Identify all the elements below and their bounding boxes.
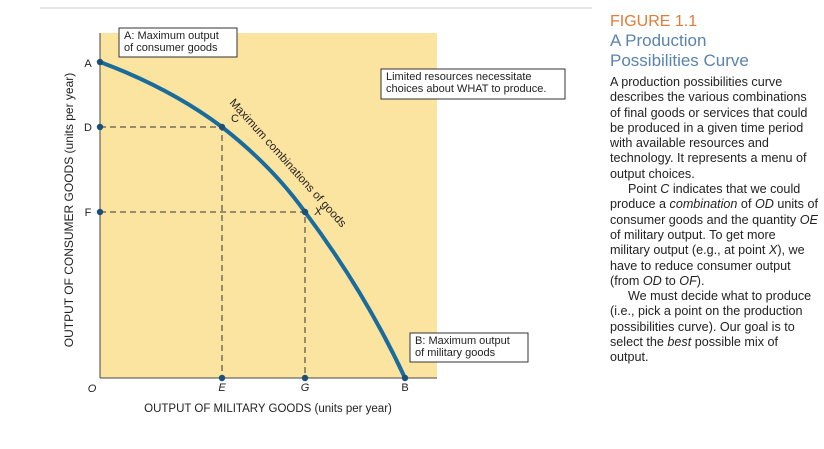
point-dot [401, 374, 409, 382]
italic-run: OD [642, 273, 662, 288]
callout-text: A: Maximum output [124, 30, 219, 42]
callout-text: B: Maximum output [415, 335, 510, 347]
italic-run: best [667, 335, 692, 350]
diagram: OUTPUT OF CONSUMER GOODS (units per year… [40, 7, 592, 415]
point-label: B [401, 382, 408, 394]
text-run: indicates that we could produce a [610, 182, 801, 212]
point-label: O [88, 383, 97, 395]
callout-box [380, 68, 566, 100]
title-line: Possibilities Curve [610, 51, 749, 70]
callout-box [118, 27, 238, 58]
figure-title: A Production Possibilities Curve [610, 31, 818, 71]
point-dot [96, 123, 104, 131]
callout-box [409, 332, 529, 363]
paragraph: Point C indicates that we could produce … [610, 182, 818, 289]
point-label: A [84, 58, 92, 70]
point-label: F [85, 207, 92, 219]
caption: FIGURE 1.1 A Production Possibilities Cu… [610, 12, 818, 366]
x-axis-label: OUTPUT OF MILITARY GOODS (units per year… [144, 403, 392, 415]
italic-run: combination [669, 197, 738, 212]
italic-run: OE [799, 212, 818, 227]
text-run: units of consumer goods and the quantity [610, 197, 818, 227]
point-dot [96, 208, 104, 216]
text-run: to [661, 273, 680, 288]
text-run: of military output. To get more military… [610, 227, 776, 258]
text-run: We must decide what to produce (i.e., pi… [610, 289, 812, 350]
point-dot [301, 374, 309, 382]
point-dot [218, 123, 226, 131]
ppc-curve [99, 60, 407, 379]
italic-run: X [768, 243, 778, 258]
callout-text: of military goods [415, 347, 496, 359]
text-run: of [737, 197, 755, 212]
point-label: X [313, 206, 322, 218]
italic-run: OD [754, 197, 774, 212]
callout-text: choices about WHAT to produce. [386, 83, 546, 95]
paragraphs: A production possibilities curve describ… [610, 75, 818, 366]
paragraph: A production possibilities curve describ… [610, 75, 818, 182]
point-label: G [301, 382, 310, 394]
text-run: A production possibilities curve describ… [610, 75, 808, 181]
italic-run: C [660, 182, 670, 197]
point-label: E [218, 382, 226, 394]
italic-run: OF [679, 273, 697, 288]
figure-number: FIGURE 1.1 [610, 13, 698, 30]
y-axis-label: OUTPUT OF CONSUMER GOODS (units per year… [62, 73, 76, 347]
text-run: possible mix of output. [610, 335, 779, 365]
point-dot [96, 58, 104, 66]
callout-text: of consumer goods [124, 42, 218, 54]
text-run: Point [628, 182, 661, 197]
title-line: A Production [610, 31, 707, 50]
callout-text: Limited resources necessitate [386, 71, 532, 83]
point-label: D [84, 122, 92, 134]
point-label: C [231, 113, 239, 125]
dots [96, 58, 409, 382]
point-dot [218, 374, 226, 382]
paragraph: We must decide what to produce (i.e., pi… [610, 289, 818, 365]
point-dot [301, 208, 309, 216]
text-run: ), we have to reduce consumer output (fr… [610, 243, 805, 288]
text-run: ). [696, 273, 705, 288]
